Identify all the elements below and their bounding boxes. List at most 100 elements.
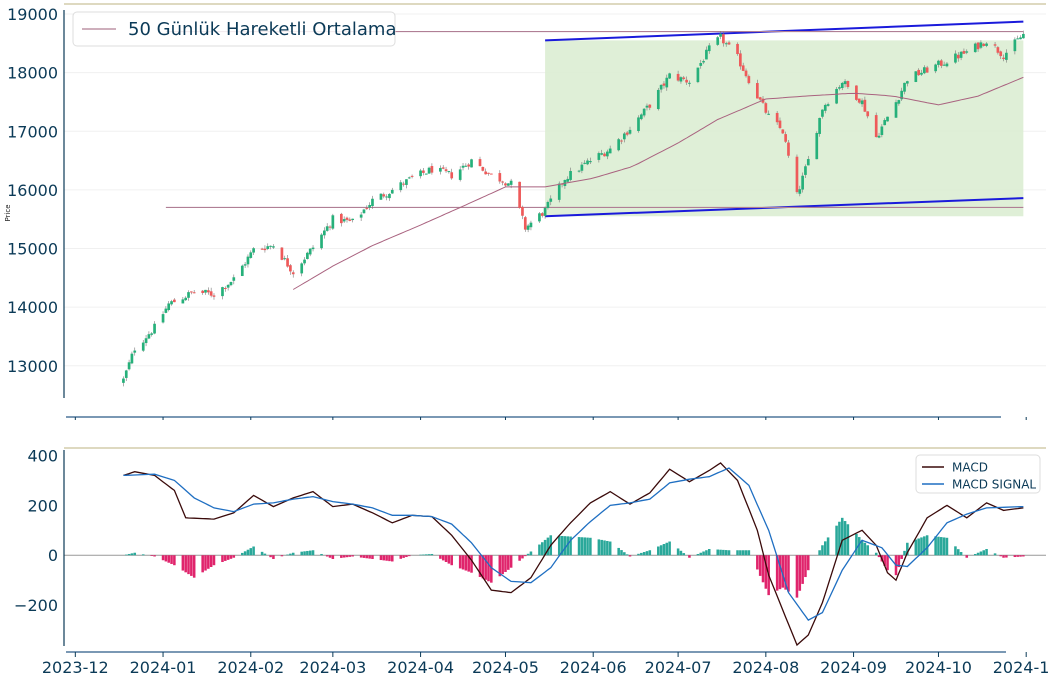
histogram-bar (959, 552, 963, 556)
candle-body (405, 179, 408, 185)
histogram-bar (498, 555, 502, 577)
candle-body (659, 84, 663, 90)
histogram-bar (405, 555, 408, 558)
histogram-bar (124, 554, 128, 556)
candle-body (339, 213, 343, 224)
candle-body (838, 87, 841, 89)
histogram-bar (540, 542, 544, 556)
macd-ytick-label: −200 (14, 596, 58, 615)
histogram-bar (566, 536, 570, 556)
histogram-bar (589, 537, 592, 556)
candle-body (826, 104, 830, 106)
histogram-bar (756, 555, 759, 570)
histogram-bar (628, 555, 632, 557)
histogram-bar (340, 555, 343, 558)
xtick-label: 2024-08 (732, 658, 799, 677)
macd-histogram (124, 517, 1025, 598)
histogram-bar (311, 550, 315, 556)
histogram-bar (280, 555, 284, 557)
candle-body (263, 248, 267, 251)
candle-body (894, 102, 898, 118)
candle-body (232, 277, 236, 281)
xtick-label: 2024-11 (993, 658, 1050, 677)
histogram-bar (874, 552, 878, 556)
histogram-bar (209, 555, 213, 567)
candle-body (600, 153, 604, 155)
histogram-bar (331, 555, 335, 559)
histogram-bar (682, 553, 686, 556)
histogram-bar (201, 555, 204, 573)
histogram-bar (897, 555, 901, 568)
histogram-bar (940, 537, 943, 556)
histogram-bar (388, 555, 391, 562)
candle-body (628, 129, 632, 134)
candle-body (484, 171, 488, 175)
candle-body (668, 73, 671, 79)
candle-body (407, 177, 411, 179)
histogram-bar (243, 551, 247, 556)
histogram-bar (467, 555, 470, 572)
candle-body (487, 172, 490, 174)
histogram-bar (999, 555, 1002, 557)
macd-lines (123, 462, 1024, 647)
candle-body (444, 169, 448, 172)
histogram-bar (252, 546, 255, 556)
candle-body (883, 120, 887, 126)
histogram-bar (458, 555, 462, 569)
histogram-bar (385, 555, 388, 561)
histogram-bar (192, 555, 196, 578)
candle-body (702, 61, 705, 63)
xtick-label: 2023-12 (42, 658, 109, 677)
histogram-bar (484, 555, 487, 580)
histogram-bar (507, 555, 510, 570)
channel-fill (545, 40, 1024, 217)
price-ytick-label: 15000 (7, 240, 58, 259)
histogram-bar (623, 552, 626, 556)
histogram-bar (807, 555, 810, 571)
candle-body (903, 82, 906, 92)
price-legend: 50 Günlük Hareketli Ortalama (72, 11, 396, 47)
candle-body (976, 42, 980, 50)
histogram-bar (982, 550, 986, 556)
candle-body (662, 83, 666, 86)
candle-body (679, 77, 683, 82)
candle-body (167, 303, 171, 311)
candle-body (498, 173, 502, 182)
histogram-bar (444, 555, 448, 563)
candle-body (959, 51, 963, 58)
candle-body (365, 208, 369, 210)
histogram-bar (291, 552, 295, 556)
candle-body (529, 222, 533, 228)
histogram-bar (603, 540, 606, 556)
histogram-bar (976, 552, 980, 556)
candle-body (620, 140, 623, 142)
histogram-bar (229, 555, 233, 559)
candle-body (724, 43, 728, 45)
xtick-label: 2024-02 (217, 658, 284, 677)
candle-body (130, 353, 134, 364)
histogram-bar (232, 555, 236, 558)
histogram-bar (249, 548, 253, 556)
candle-body (979, 42, 983, 48)
candle-body (880, 126, 884, 136)
histogram-bar (857, 537, 861, 556)
candle-body (707, 45, 711, 52)
candle-body (801, 175, 804, 190)
histogram-bar (306, 550, 309, 556)
histogram-bar (328, 555, 332, 558)
histogram-bar (662, 544, 666, 556)
ma50-line (292, 76, 1024, 290)
histogram-bar (161, 555, 165, 561)
candle-body (410, 175, 414, 177)
histogram-bar (665, 542, 669, 556)
candle-body (843, 81, 847, 85)
histogram-bar (529, 551, 533, 556)
candle-body (603, 153, 606, 157)
candle-body (526, 225, 530, 230)
candle-body (470, 159, 473, 168)
candle-body (821, 109, 824, 117)
histogram-bar (741, 550, 745, 556)
histogram-bar (246, 549, 250, 556)
candle-body (467, 164, 471, 167)
candle-body (580, 164, 584, 171)
